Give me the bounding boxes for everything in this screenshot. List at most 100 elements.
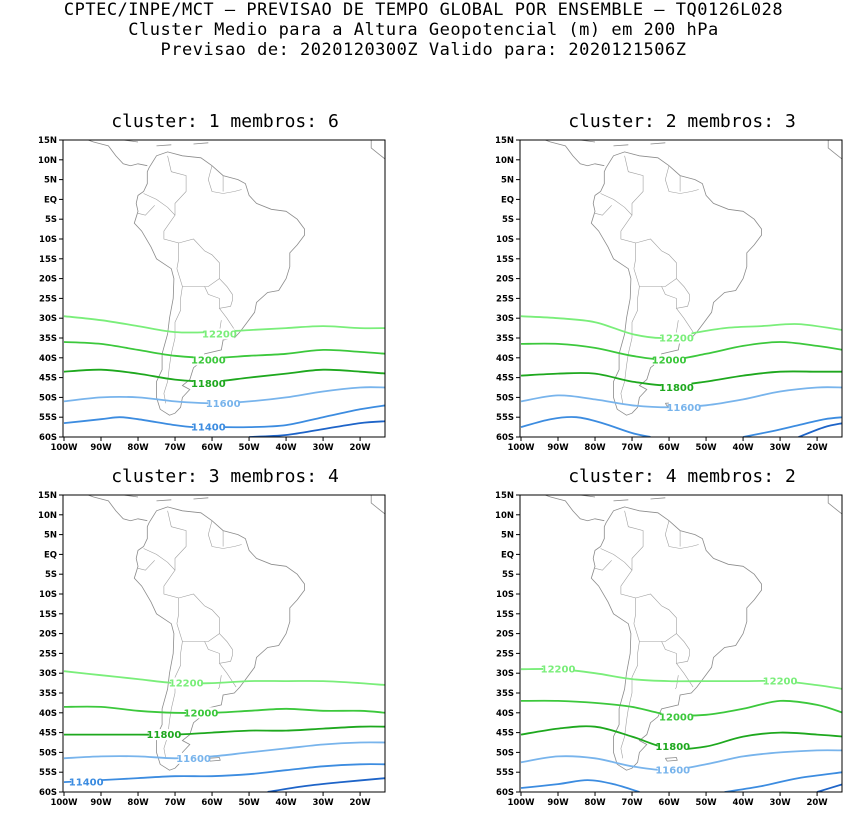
lat-label: 40S [39, 709, 57, 719]
island [193, 142, 209, 145]
contour-label: 12200 [169, 679, 204, 690]
contour-label-background [204, 328, 235, 340]
contour-12000 [63, 341, 385, 359]
lat-label: 55S [496, 413, 514, 423]
island [193, 497, 209, 500]
country-border [600, 193, 636, 269]
contour-label-background [668, 401, 699, 413]
lat-label: 10N [38, 511, 57, 521]
contour-label-background [171, 677, 202, 689]
lat-label: 10N [38, 156, 57, 166]
lat-label: 15S [39, 610, 57, 620]
lon-label: 60W [201, 443, 223, 453]
lon-label: 100W [507, 798, 535, 808]
contour-label-background [543, 663, 574, 675]
country-border [218, 278, 237, 333]
lat-label: 30S [496, 669, 514, 679]
lat-label: 50S [496, 748, 514, 758]
lat-label: 25S [39, 649, 57, 659]
contour-11400 [742, 416, 842, 437]
contour-11800 [64, 725, 385, 736]
country-border [176, 238, 220, 287]
lon-label: 50W [238, 443, 260, 453]
map-frame [62, 139, 386, 438]
central-america-coastline [86, 495, 148, 522]
contour-label-background [661, 332, 692, 344]
country-border [664, 165, 699, 194]
lon-label: 70W [164, 443, 186, 453]
island [156, 144, 172, 147]
lat-label: 10S [496, 590, 514, 600]
map-svg: 12200 12200 12000 11800 11600 15N 10N 5N EQ 5S 10S… [495, 491, 843, 808]
lat-label: 5S [45, 215, 57, 225]
contour-11200 [816, 783, 842, 792]
island [156, 499, 172, 502]
country-border [594, 560, 612, 571]
contour-label-background [185, 707, 216, 719]
country-border [163, 641, 183, 759]
country-border [594, 205, 612, 216]
map-frame [519, 139, 843, 438]
lat-label: 25S [39, 294, 57, 304]
country-border [620, 641, 640, 759]
lon-label: 80W [584, 798, 606, 808]
lat-label: 5S [502, 570, 514, 580]
lat-label: EQ [501, 550, 514, 560]
country-border [167, 510, 187, 571]
falkland-islands [207, 757, 221, 762]
contour-label: 12200 [202, 330, 237, 341]
lat-label: 20S [496, 275, 514, 285]
contour-label-background [661, 711, 692, 723]
island [613, 499, 629, 502]
map-svg: 12200 12000 11800 11600 15N 10N 5N EQ 5S 10S 15S 20… [495, 136, 843, 453]
contour-label-background [148, 729, 179, 741]
lon-label: 30W [312, 798, 334, 808]
lat-label: 40S [39, 354, 57, 364]
lon-label: 40W [275, 798, 297, 808]
lat-label: 55S [39, 413, 57, 423]
map-frame [519, 494, 843, 793]
lat-label: 60S [39, 433, 57, 443]
lat-label: 5S [502, 215, 514, 225]
contour-12000 [520, 341, 842, 361]
country-border [137, 205, 155, 216]
contour-label: 12000 [191, 355, 226, 366]
lon-label: 80W [127, 798, 149, 808]
panel-title: cluster: 1 membros: 6 [111, 111, 339, 132]
contour-11200 [249, 420, 385, 437]
lon-label: 60W [201, 798, 223, 808]
contour-label: 12200 [659, 334, 694, 345]
lat-label: 15S [496, 610, 514, 620]
header-line-1: CPTEC/INPE/MCT – PREVISAO DE TEMPO GLOBA… [63, 0, 784, 20]
island [613, 144, 629, 147]
lon-label: 80W [127, 443, 149, 453]
map-panel: 12200 12000 11800 11600 11400 15N 10N 5N EQ 5S 10S… [23, 135, 389, 458]
lon-label: 90W [547, 443, 569, 453]
africa-coastline [370, 140, 385, 160]
country-border [633, 238, 677, 287]
lat-label: 5N [501, 531, 514, 541]
contour-label-background [178, 752, 209, 764]
lat-label: 50S [496, 393, 514, 403]
country-border [143, 548, 179, 624]
lon-label: 30W [312, 443, 334, 453]
country-border [633, 593, 677, 642]
country-border [661, 641, 677, 664]
coastline [133, 151, 305, 416]
country-border [218, 675, 222, 690]
contour-11400 [724, 771, 842, 792]
lat-label: 15S [39, 255, 57, 265]
header-line-2: Cluster Medio para a Altura Geopotencial… [128, 20, 719, 40]
contour-label: 11800 [147, 730, 182, 741]
contour-label-background [193, 378, 224, 390]
lat-label: 60S [496, 788, 514, 798]
contour-12200 [520, 668, 842, 690]
lon-label: 50W [238, 798, 260, 808]
lat-label: EQ [44, 550, 57, 560]
lon-label: 20W [349, 798, 371, 808]
lon-label: 50W [695, 798, 717, 808]
contour-label-background [193, 354, 224, 366]
lon-label: 20W [806, 443, 828, 453]
africa-coastline [370, 495, 385, 515]
contour-11400 [520, 779, 640, 792]
